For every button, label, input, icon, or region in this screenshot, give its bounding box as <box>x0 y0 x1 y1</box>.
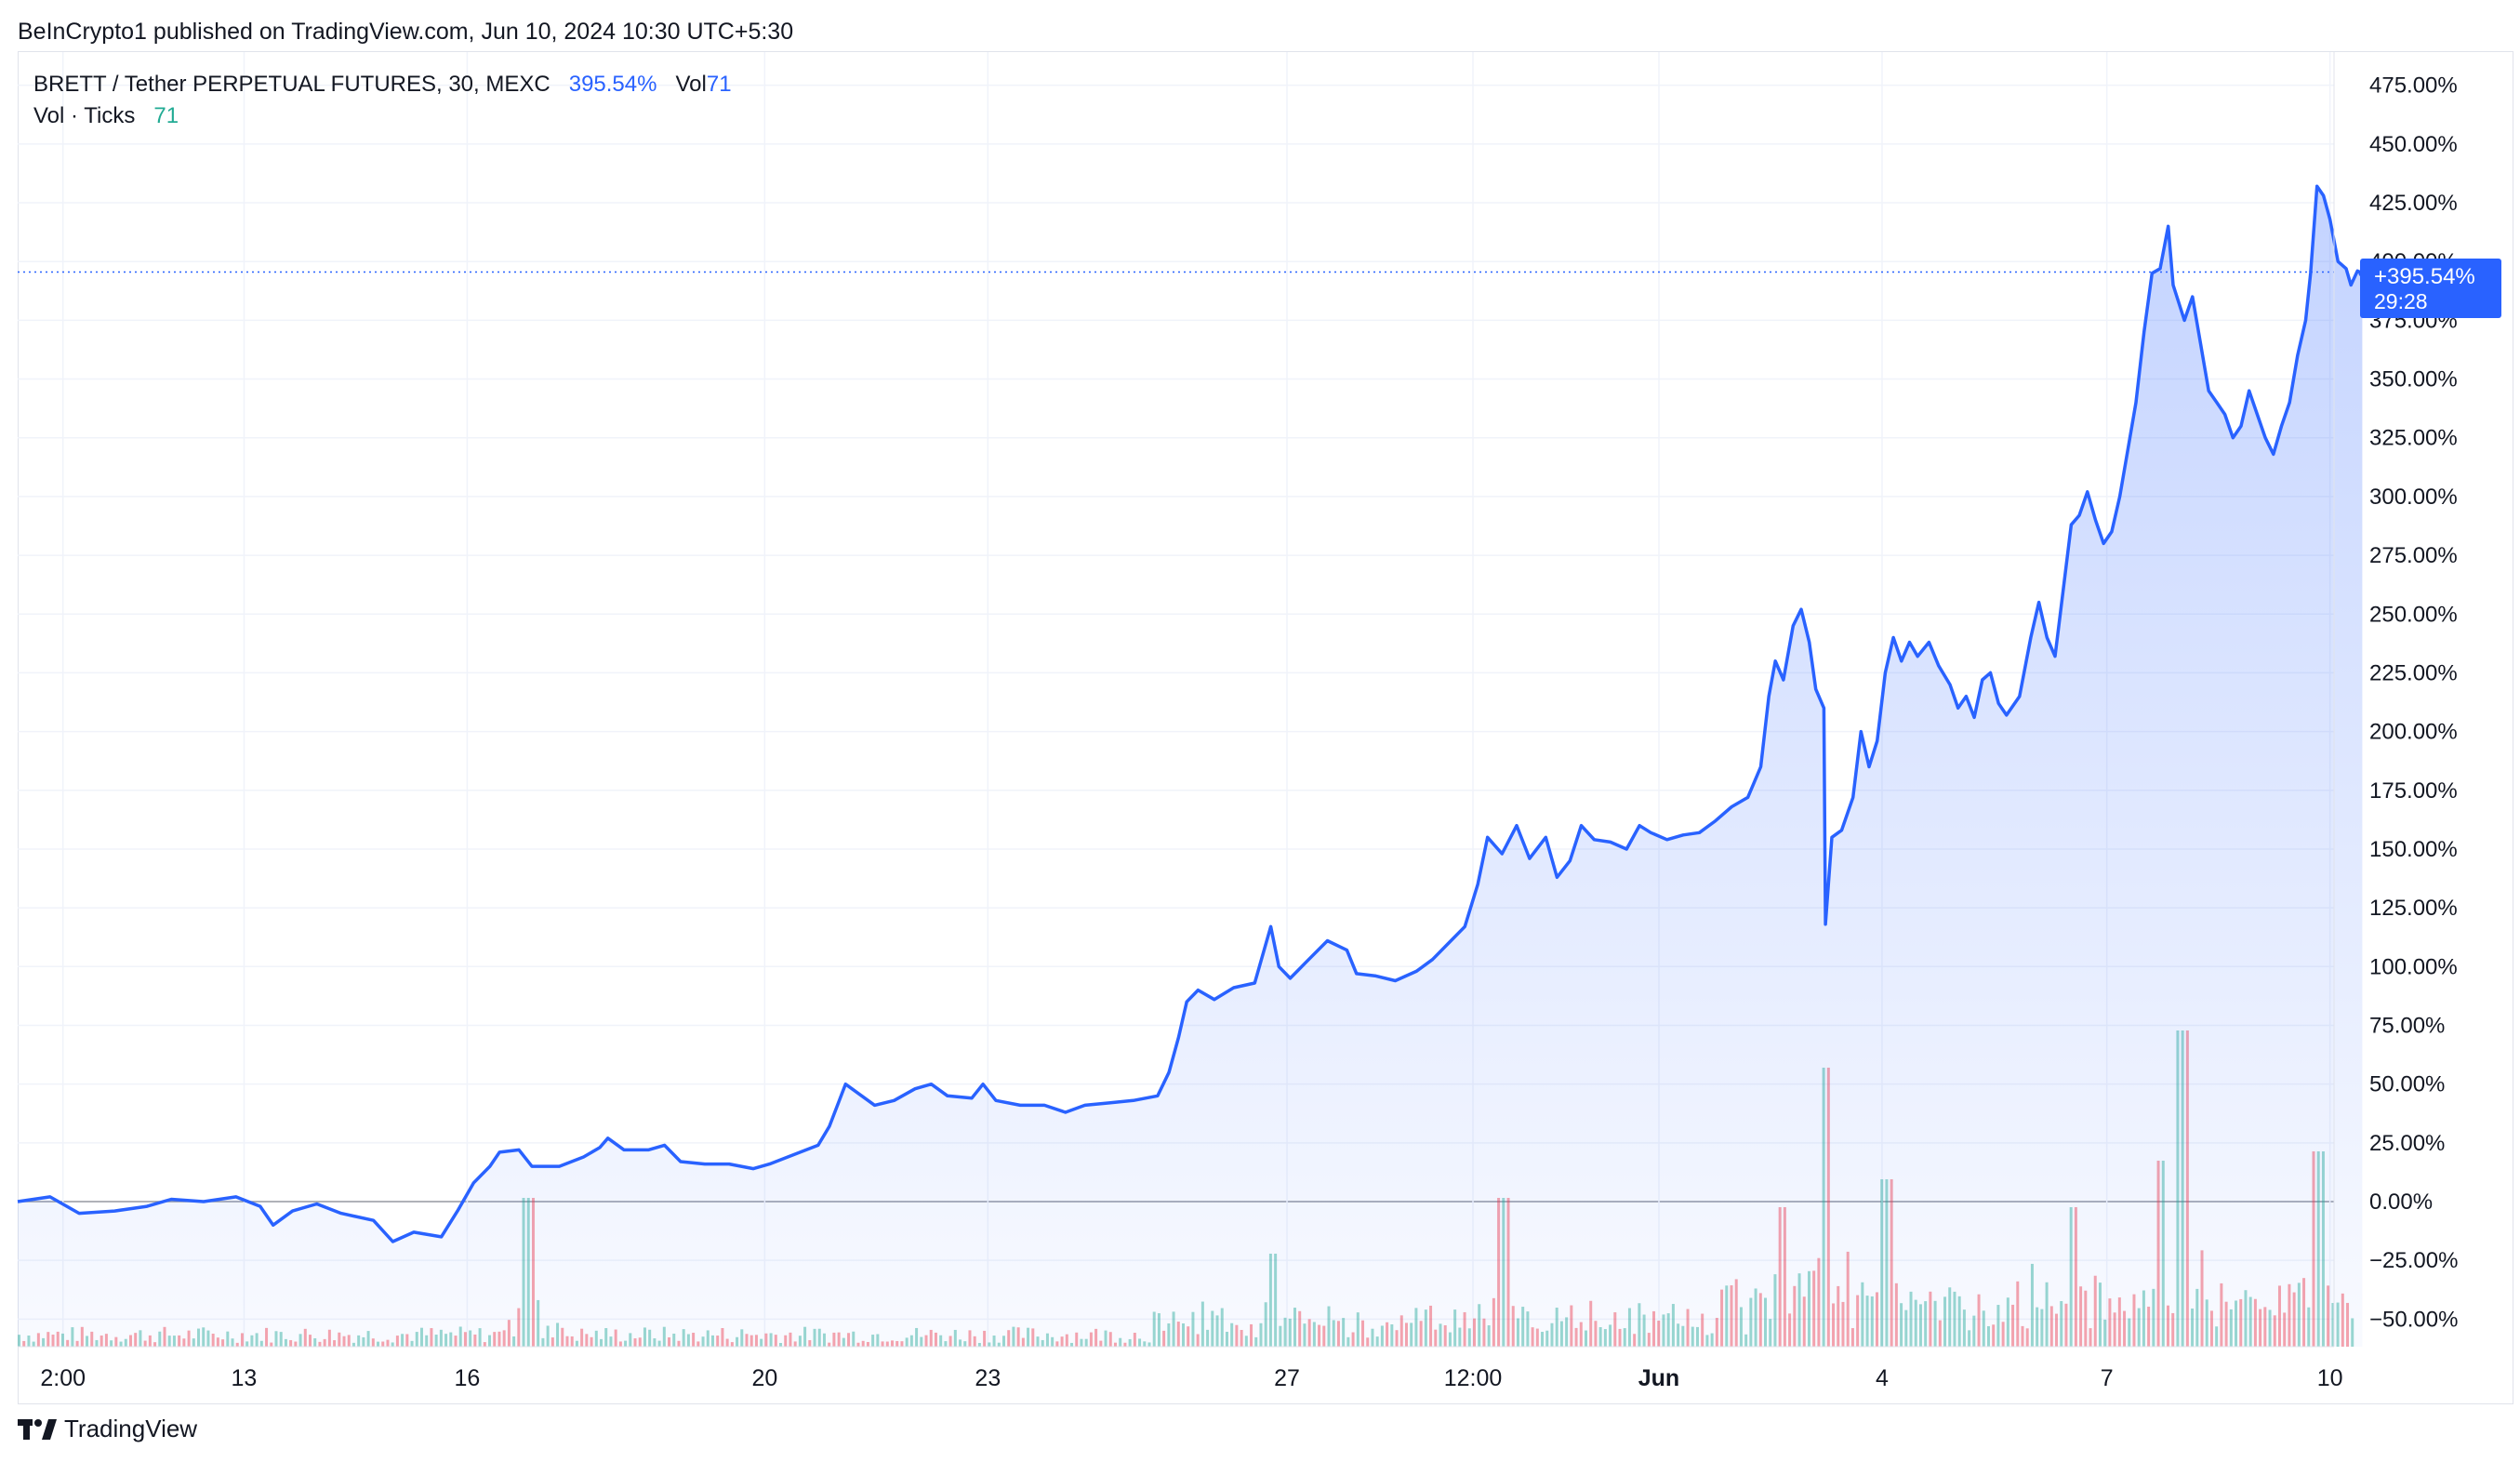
legend-symbol[interactable]: BRETT / Tether PERPETUAL FUTURES, 30, ME… <box>33 72 550 97</box>
x-tick-label: Jun <box>1638 1365 1679 1391</box>
y-tick-label: 50.00% <box>2369 1072 2445 1097</box>
price-area-fill <box>18 186 2363 1347</box>
y-tick-label: 100.00% <box>2369 954 2458 979</box>
x-tick-label: 16 <box>455 1365 481 1391</box>
x-axis: 2:00 13 16 20 23 27 12:00 Jun 4 7 10 <box>18 1346 2343 1391</box>
published-line: BeInCrypto1 published on TradingView.com… <box>18 19 794 45</box>
legend: BRETT / Tether PERPETUAL FUTURES, 30, ME… <box>33 69 732 132</box>
y-tick-label: 450.00% <box>2369 132 2458 157</box>
price-badge-box <box>2360 259 2501 318</box>
tradingview-logo-icon <box>18 1418 57 1440</box>
y-tick-label: −50.00% <box>2369 1307 2458 1332</box>
x-tick-label: 2:00 <box>40 1365 86 1391</box>
price-line-path <box>17 184 2364 1243</box>
y-tick-label: 275.00% <box>2369 543 2458 568</box>
legend-vol-label: Vol <box>675 72 707 97</box>
legend-row-volume: Vol · Ticks 71 <box>33 100 732 132</box>
y-tick-label: 75.00% <box>2369 1013 2445 1038</box>
y-tick-label: 475.00% <box>2369 73 2458 99</box>
y-tick-label: −25.00% <box>2369 1248 2458 1273</box>
price-area <box>18 186 2363 1347</box>
x-tick-label: 10 <box>2317 1365 2343 1391</box>
y-tick-label: 325.00% <box>2369 426 2458 451</box>
y-tick-label: 350.00% <box>2369 367 2458 392</box>
x-tick-label: 12:00 <box>1444 1365 1503 1391</box>
x-tick-label: 20 <box>751 1365 777 1391</box>
legend-vol-value: 71 <box>706 72 732 97</box>
y-tick-label: 175.00% <box>2369 778 2458 804</box>
price-badge: +395.54% 29:28 <box>2360 259 2501 318</box>
x-tick-label: 23 <box>975 1365 1001 1391</box>
legend-vol-ticks-label[interactable]: Vol · Ticks <box>33 103 136 128</box>
y-tick-label: 125.00% <box>2369 896 2458 921</box>
price-badge-countdown: 29:28 <box>2374 289 2428 313</box>
price-badge-value: +395.54% <box>2374 264 2475 289</box>
y-tick-label: 250.00% <box>2369 602 2458 627</box>
x-tick-label: 7 <box>2101 1365 2114 1391</box>
y-tick-label: 425.00% <box>2369 191 2458 216</box>
y-tick-label: 150.00% <box>2369 837 2458 862</box>
legend-vol-ticks-value: 71 <box>153 103 179 128</box>
y-tick-label: 225.00% <box>2369 660 2458 685</box>
y-tick-label: 0.00% <box>2369 1190 2433 1215</box>
y-tick-label: 200.00% <box>2369 720 2458 745</box>
x-tick-label: 27 <box>1274 1365 1300 1391</box>
x-tick-label: 4 <box>1876 1365 1889 1391</box>
y-tick-label: 25.00% <box>2369 1131 2445 1156</box>
legend-row-main: BRETT / Tether PERPETUAL FUTURES, 30, ME… <box>33 69 732 100</box>
chart-frame <box>18 51 2513 1404</box>
tradingview-brand: TradingView <box>64 1415 198 1442</box>
x-tick-label: 13 <box>232 1365 258 1391</box>
y-tick-label: 300.00% <box>2369 485 2458 510</box>
legend-change: 395.54% <box>568 72 657 97</box>
tradingview-logo[interactable]: TradingView <box>18 1415 197 1443</box>
